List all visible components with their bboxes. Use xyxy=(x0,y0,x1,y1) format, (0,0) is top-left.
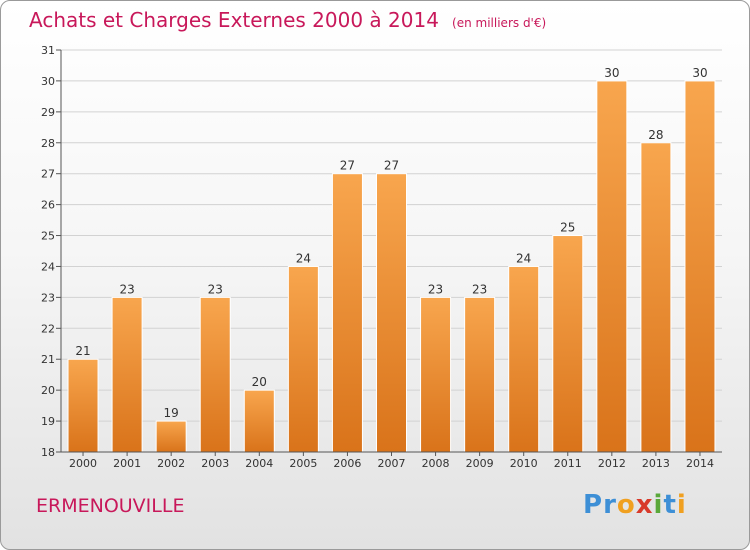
y-tick-label: 21 xyxy=(41,353,55,366)
bar xyxy=(199,296,231,453)
x-tick-label: 2012 xyxy=(598,457,626,470)
x-tick-label: 2008 xyxy=(422,457,450,470)
bar-value-label: 23 xyxy=(208,282,223,296)
x-axis: 2000 2001 2002 2003 2004 2005 2006 2007 2008 2009… xyxy=(61,451,722,470)
title-block: Achats et Charges Externes 2000 à 2014 (… xyxy=(29,8,546,32)
y-tick-label: 25 xyxy=(41,230,55,243)
y-tick-label: 23 xyxy=(41,291,55,304)
x-tick-label: 2011 xyxy=(554,457,582,470)
y-tick-label: 24 xyxy=(41,260,55,273)
bar-value-label: 23 xyxy=(428,282,443,296)
bar-value-label: 23 xyxy=(472,282,487,296)
logo-letter: P xyxy=(583,490,604,520)
bar xyxy=(155,420,187,453)
bar-value-label: 25 xyxy=(560,221,575,235)
bar-value-label: 23 xyxy=(119,282,134,296)
logo-letter: r xyxy=(603,490,617,520)
bar-value-label: 21 xyxy=(75,344,90,358)
x-tick-label: 2001 xyxy=(113,457,141,470)
bar xyxy=(287,265,319,453)
logo-letter: o xyxy=(616,490,636,520)
bar xyxy=(552,235,584,453)
y-axis: 18 19 20 21 22 23 24 25 26 27 28 29 30 31 xyxy=(41,44,62,459)
bar-value-label: 27 xyxy=(384,159,399,173)
y-tick-label: 19 xyxy=(41,415,55,428)
chart-unit-label: (en milliers d'€) xyxy=(452,16,547,30)
y-tick-label: 27 xyxy=(41,168,55,181)
y-tick-label: 28 xyxy=(41,137,55,150)
bar xyxy=(67,358,99,453)
bar xyxy=(376,173,407,453)
x-tick-label: 2006 xyxy=(333,457,361,470)
logo-letter: i xyxy=(676,490,687,520)
x-tick-label: 2013 xyxy=(642,457,670,470)
bar xyxy=(596,80,628,453)
x-tick-label: 2003 xyxy=(201,457,229,470)
y-tick-label: 22 xyxy=(41,322,55,335)
x-tick-label: 2005 xyxy=(289,457,317,470)
x-tick-label: 2004 xyxy=(245,457,273,470)
bar-value-label: 19 xyxy=(164,406,179,420)
bar xyxy=(111,296,143,453)
bar-value-label: 27 xyxy=(340,159,355,173)
place-name: ERMENOUVILLE xyxy=(36,495,185,517)
y-tick-label: 26 xyxy=(41,199,55,212)
y-tick-label: 31 xyxy=(41,44,55,57)
bar-value-label: 28 xyxy=(648,128,663,142)
logo-letter: x xyxy=(635,490,654,520)
chart-title: Achats et Charges Externes 2000 à 2014 xyxy=(29,8,439,32)
logo-letter: i xyxy=(653,490,664,520)
x-tick-label: 2007 xyxy=(378,457,406,470)
bar xyxy=(684,80,716,453)
y-tick-label: 18 xyxy=(41,446,55,459)
bar xyxy=(508,265,540,453)
bar xyxy=(420,296,452,453)
y-tick-label: 29 xyxy=(41,106,55,119)
proxiti-logo: Proxiti xyxy=(583,490,687,520)
bar xyxy=(464,296,496,453)
bar-value-label: 30 xyxy=(692,66,707,80)
x-tick-label: 2010 xyxy=(510,457,538,470)
bar xyxy=(331,173,363,453)
bar-value-label: 20 xyxy=(252,375,267,389)
y-tick-label: 30 xyxy=(41,75,55,88)
logo-letter: t xyxy=(663,490,677,520)
y-tick-label: 20 xyxy=(41,384,55,397)
bar-value-label: 24 xyxy=(516,251,531,265)
x-tick-label: 2000 xyxy=(69,457,97,470)
bar-value-label: 24 xyxy=(296,251,311,265)
x-tick-label: 2009 xyxy=(466,457,494,470)
x-tick-label: 2002 xyxy=(157,457,185,470)
bar xyxy=(243,389,275,453)
bar xyxy=(640,142,672,453)
bars: 21 23 19 23 20 24 27 27 23 23 24 25 30 28 30 xyxy=(67,66,716,453)
x-tick-label: 2014 xyxy=(686,457,714,470)
bar-value-label: 30 xyxy=(604,66,619,80)
